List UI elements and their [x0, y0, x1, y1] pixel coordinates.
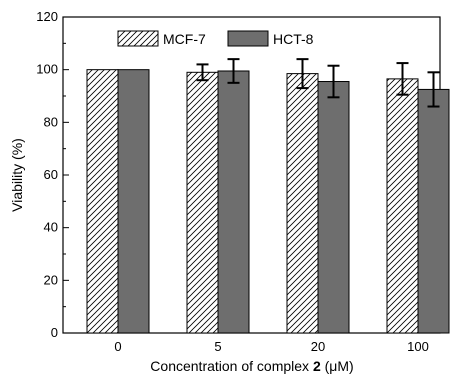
y-tick-label: 40: [44, 220, 58, 235]
legend-label-mcf7: MCF-7: [163, 31, 206, 47]
y-tick-label: 120: [36, 9, 58, 24]
error-bar: [427, 71, 440, 108]
error-bar: [196, 63, 209, 82]
error-bar: [227, 58, 240, 84]
x-tick-label: 100: [407, 339, 429, 354]
x-axis-title: Concentration of complex 2 (μM): [150, 358, 353, 374]
y-tick-label: 20: [44, 272, 58, 287]
error-bars-layer: [196, 58, 440, 108]
error-bar: [396, 62, 409, 96]
legend: MCF-7 HCT-8: [117, 30, 314, 47]
y-tick-label: 80: [44, 114, 58, 129]
bar-hct8-5: [217, 70, 250, 334]
y-axis: 0 20 40 60 80 100 120: [36, 9, 69, 340]
legend-swatch-mcf7: [117, 30, 159, 47]
bars-layer: [86, 69, 450, 334]
bar-mcf7-5: [186, 71, 219, 334]
x-axis: 0 5 20 100: [114, 328, 429, 354]
x-tick-label: 20: [311, 339, 325, 354]
bar-mcf7-100: [386, 78, 419, 334]
error-bar: [327, 64, 340, 99]
error-bar: [296, 58, 309, 90]
x-tick-label: 0: [114, 339, 121, 354]
bar-hct8-0: [117, 69, 150, 334]
x-axis-title-bold: 2: [313, 358, 321, 374]
x-tick-label: 5: [214, 339, 221, 354]
x-axis-title-prefix: Concentration of complex: [150, 358, 313, 374]
y-tick-label: 0: [51, 325, 58, 340]
bar-mcf7-0: [86, 69, 119, 334]
y-tick-label: 100: [36, 62, 58, 77]
legend-label-hct8: HCT-8: [273, 31, 314, 47]
bar-mcf7-20: [286, 73, 319, 334]
legend-swatch-hct8: [227, 30, 269, 47]
x-axis-title-suffix: (μM): [321, 358, 354, 374]
y-tick-label: 60: [44, 167, 58, 182]
y-axis-title: Viability (%): [9, 138, 25, 212]
bar-hct8-100: [417, 88, 450, 334]
bar-hct8-20: [317, 81, 350, 334]
